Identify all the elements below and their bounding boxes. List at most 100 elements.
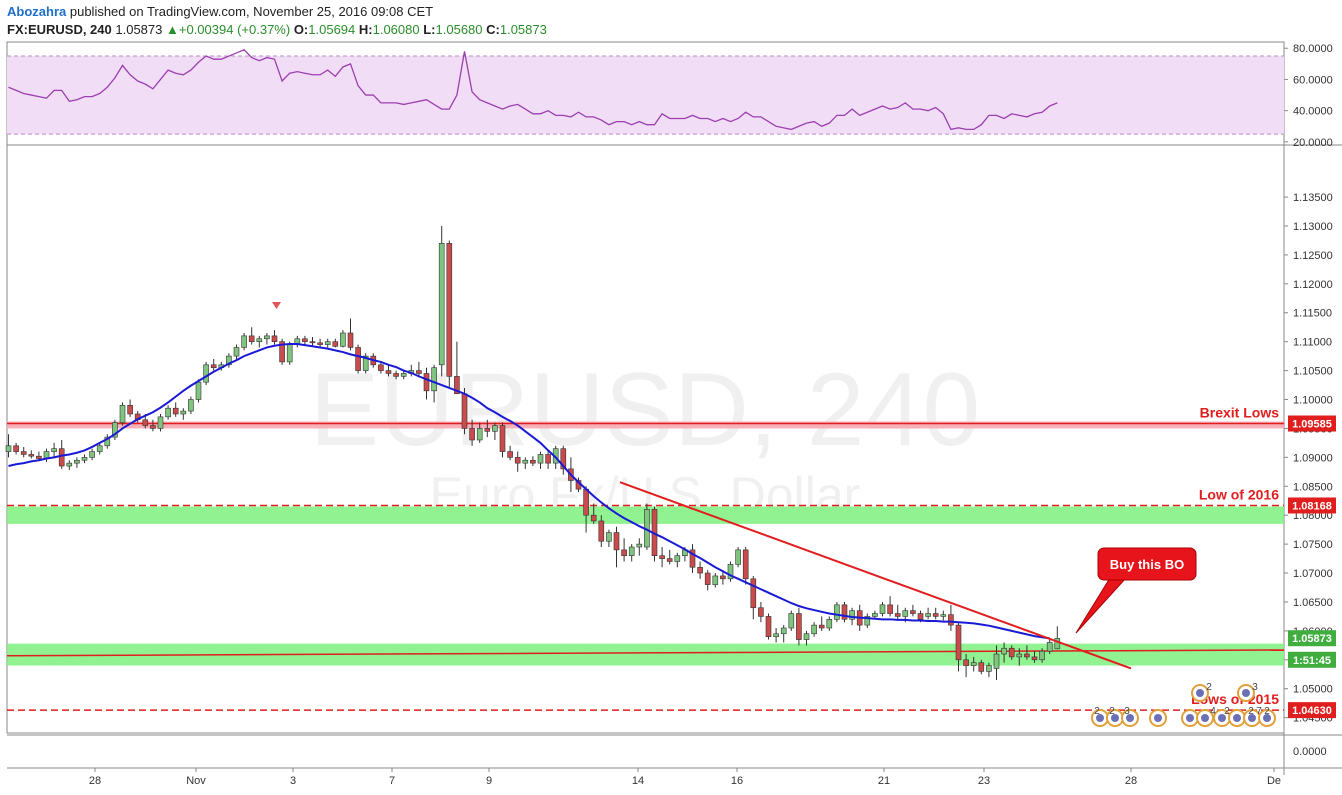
time-tick-label: 7 — [389, 775, 395, 787]
candle-body — [674, 555, 681, 562]
time-tick-label: 23 — [978, 775, 990, 787]
candle-body — [195, 381, 202, 400]
price-tick-label: 1.07500 — [1293, 539, 1333, 551]
price-tick-label: 1.13500 — [1293, 192, 1333, 204]
volume-tick-label: 0.0000 — [1293, 746, 1327, 758]
candle-body — [438, 243, 445, 366]
price-label-text: 1.05873 — [1292, 633, 1332, 645]
candle-body — [628, 546, 635, 556]
candle-body — [986, 665, 992, 672]
event-flag-icon — [1096, 714, 1104, 722]
time-tick-label: 9 — [486, 775, 492, 787]
candle-body — [355, 347, 361, 371]
candle-body — [758, 607, 764, 617]
candle-body — [256, 338, 263, 342]
time-tick-label: 16 — [731, 775, 743, 787]
time-tick-label: Nov — [186, 775, 206, 787]
candle-body — [1016, 653, 1023, 658]
candle-body — [636, 543, 643, 548]
candle-body — [264, 335, 270, 340]
price-label-box — [1288, 702, 1336, 719]
candle-body — [36, 455, 42, 459]
callout-text: Buy this BO — [1110, 557, 1184, 572]
ohlc-line: FX:EURUSD, 240 1.05873 ▲+0.00394 (+0.37%… — [7, 22, 547, 37]
candle-body — [332, 341, 339, 347]
publish-line: Abozahra published on TradingView.com, N… — [7, 4, 433, 19]
candle-body — [362, 355, 369, 371]
price-label-text: 1:51:45 — [1293, 655, 1331, 667]
event-flag-icon — [1111, 714, 1119, 722]
close-value: 1.05873 — [499, 22, 547, 37]
candle-body — [400, 373, 407, 377]
published-text: published on TradingView.com, November 2… — [69, 4, 434, 19]
candle-body — [66, 462, 73, 467]
candle-body — [666, 558, 673, 562]
candle-body — [864, 616, 871, 626]
candle-body — [765, 616, 772, 637]
candle-body — [340, 332, 346, 347]
rsi-line — [8, 49, 1058, 131]
time-tick-label: 3 — [290, 775, 296, 787]
time-tick-label: 21 — [878, 775, 890, 787]
last-price: 1.05873 — [115, 22, 163, 37]
price-tick-label: 1.13000 — [1293, 221, 1333, 233]
event-count-label: 2 — [1094, 706, 1100, 717]
event-count-label: 3 — [1124, 706, 1130, 717]
candle-body — [613, 532, 620, 551]
candle-body — [872, 613, 878, 617]
candle-body — [378, 364, 384, 371]
candle-body — [697, 566, 703, 574]
candle-body — [58, 448, 65, 467]
candle-body — [590, 514, 597, 522]
candle-body — [727, 564, 734, 580]
candle-body — [606, 532, 612, 542]
candle-body — [347, 332, 354, 348]
candle-body — [142, 419, 149, 426]
candle-body — [127, 404, 133, 415]
candle-body — [1024, 653, 1030, 658]
event-count-label: 3 — [1252, 682, 1258, 693]
candle-body — [96, 445, 103, 452]
candle-body — [302, 338, 308, 342]
candle-body — [773, 633, 779, 637]
price-label-box — [1288, 497, 1336, 514]
rsi-band — [7, 56, 1284, 135]
candle-body — [150, 425, 156, 429]
candle-body — [507, 451, 513, 458]
candle-body — [735, 549, 741, 565]
price-tick-label: 1.08500 — [1293, 481, 1333, 493]
candle-body — [74, 459, 80, 464]
candle-body — [210, 364, 217, 368]
event-flag-icon — [1186, 714, 1194, 722]
candle-body — [20, 451, 27, 455]
candle-body — [689, 549, 696, 568]
candle-body — [461, 393, 468, 429]
price-label-box — [1288, 651, 1336, 668]
candle-body — [537, 454, 544, 464]
candle-body — [317, 342, 323, 345]
candle-body — [454, 376, 460, 395]
candle-body — [416, 370, 422, 374]
candle-body — [514, 457, 521, 464]
candle-body — [963, 659, 969, 666]
candle-body — [925, 613, 931, 617]
candle-body — [849, 610, 855, 620]
candle-body — [180, 410, 187, 415]
rsi-tick-label: 80.0000 — [1293, 43, 1333, 55]
zone-red — [7, 421, 1284, 429]
candle-body — [469, 428, 475, 441]
candle-body — [978, 662, 985, 672]
candle-body — [879, 604, 886, 614]
candle-body — [796, 613, 802, 640]
author-name[interactable]: Abozahra — [7, 4, 67, 19]
candle-body — [476, 428, 483, 441]
candle-body — [932, 613, 939, 617]
candle-body — [530, 459, 536, 464]
price-label-text: 1.08168 — [1292, 500, 1332, 512]
price-label-text: 1.04630 — [1292, 705, 1332, 717]
event-flag-icon — [1233, 714, 1241, 722]
low-value: 1.05680 — [435, 22, 483, 37]
candle-body — [940, 614, 947, 617]
candle-body — [484, 428, 491, 432]
